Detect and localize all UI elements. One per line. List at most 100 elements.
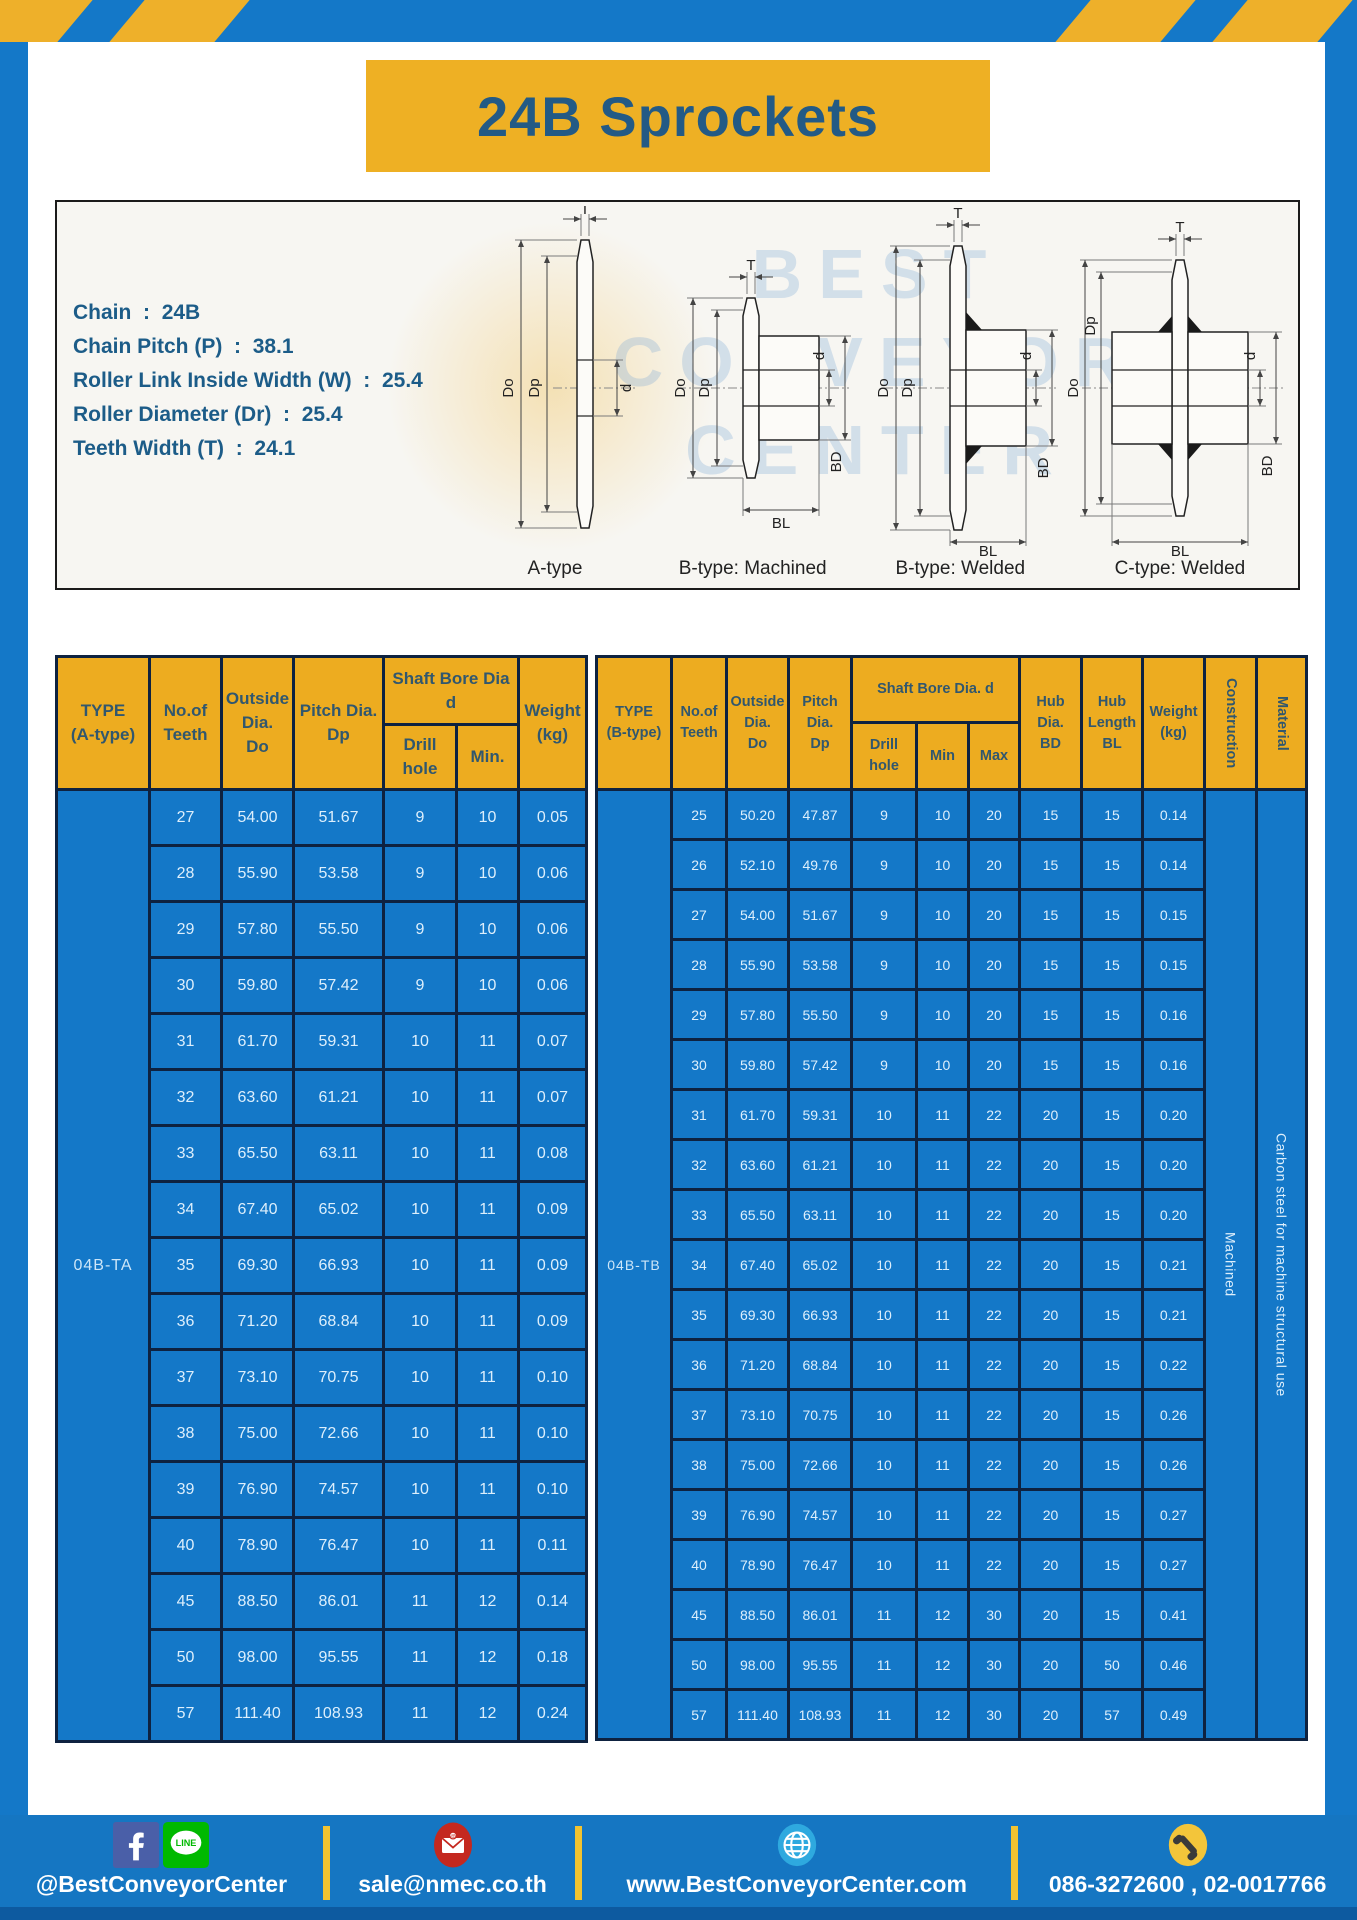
- cell: 30: [966, 1588, 1022, 1641]
- col-header-weight: Weight (kg): [1141, 655, 1207, 791]
- cell: 40: [670, 1538, 728, 1591]
- cell: 0.14: [1141, 788, 1207, 841]
- table-row: 50 98.00 95.55 11 12 30 20 50 0.46: [597, 1638, 1307, 1691]
- cell: 30: [148, 956, 223, 1015]
- cell: 67.40: [725, 1238, 790, 1291]
- footer-contact-bar: LINE @BestConveyorCenter @ sale@nmec.co.…: [0, 1815, 1357, 1920]
- cell: 11: [915, 1088, 970, 1141]
- cell: 72.66: [292, 1404, 385, 1463]
- sprocket-drawing-b-machined: Do Dp d BD: [672, 257, 851, 532]
- table-b-header: TYPE (B-type) No.of Teeth Outside Dia. D…: [595, 655, 1309, 791]
- footer-social: LINE @BestConveyorCenter: [0, 1815, 323, 1920]
- diagram-caption: C-type: Welded: [1114, 558, 1246, 579]
- cell: 111.40: [220, 1684, 295, 1743]
- cell: 20: [1018, 1438, 1084, 1491]
- cell: 10: [850, 1438, 918, 1491]
- cell: 95.55: [292, 1628, 385, 1687]
- cell: 12: [915, 1688, 970, 1741]
- cell: 11: [455, 1236, 520, 1295]
- cell: 10: [850, 1138, 918, 1191]
- cell: 61.21: [292, 1068, 385, 1127]
- cell: 63.60: [725, 1138, 790, 1191]
- cell: 20: [1018, 1288, 1084, 1341]
- cell: 50: [148, 1628, 223, 1687]
- cell: 0.22: [1141, 1338, 1207, 1391]
- table-row: 35 69.30 66.93 10 11 22 20 15 0.21: [597, 1288, 1307, 1341]
- cell: 0.09: [517, 1236, 588, 1295]
- cell: 57: [148, 1684, 223, 1743]
- email-icon: @: [433, 1822, 472, 1868]
- col-header-teeth: No.of Teeth: [670, 655, 728, 791]
- globe-icon-wrap: [774, 1821, 820, 1869]
- cell: 20: [1018, 1488, 1084, 1541]
- cell: 12: [455, 1684, 520, 1743]
- cell: 72.66: [787, 1438, 853, 1491]
- cell: 11: [915, 1388, 970, 1441]
- cell: 15: [1018, 938, 1084, 991]
- cell: 20: [1018, 1688, 1084, 1741]
- cell: 0.07: [517, 1068, 588, 1127]
- watermark-glow: [387, 222, 717, 552]
- cell: 0.14: [517, 1572, 588, 1631]
- footer-bottom-strip: [0, 1907, 1357, 1920]
- svg-text:Do: Do: [500, 378, 517, 397]
- cell: 49.76: [787, 838, 853, 891]
- cell: 45: [148, 1572, 223, 1631]
- cell: 74.57: [787, 1488, 853, 1541]
- svg-text:Dp: Dp: [899, 378, 916, 397]
- cell: 0.14: [1141, 838, 1207, 891]
- sprocket-drawing-c-welded: Do Dp d BD: [1068, 219, 1286, 558]
- cell: 10: [915, 988, 970, 1041]
- cell: 15: [1018, 888, 1084, 941]
- cell: 32: [148, 1068, 223, 1127]
- cell: 12: [915, 1638, 970, 1691]
- table-row: 57 111.40 108.93 11 12 30 20 57 0.49: [597, 1688, 1307, 1741]
- cell: 0.06: [517, 844, 588, 903]
- col-header-weight: Weight (kg): [517, 655, 588, 791]
- cell: 98.00: [725, 1638, 790, 1691]
- cell: 0.07: [517, 1012, 588, 1071]
- cell: 50: [670, 1638, 728, 1691]
- cell: 11: [915, 1138, 970, 1191]
- cell: 30: [670, 1038, 728, 1091]
- col-header-drill-hole: Drill hole: [382, 723, 458, 791]
- cell: 9: [850, 888, 918, 941]
- cell: 35: [670, 1288, 728, 1341]
- facebook-icon: [113, 1822, 160, 1868]
- cell: 10: [850, 1338, 918, 1391]
- cell: 0.08: [517, 1124, 588, 1183]
- cell: 15: [1080, 1188, 1145, 1241]
- svg-text:T: T: [746, 257, 755, 274]
- cell: 54.00: [220, 788, 295, 847]
- cell: 20: [1018, 1088, 1084, 1141]
- footer-phone: 086-3272600 , 02-0017766: [1018, 1815, 1357, 1920]
- cell: 0.49: [1141, 1688, 1207, 1741]
- cell: 0.21: [1141, 1288, 1207, 1341]
- diagram-caption: A-type: [527, 558, 583, 579]
- cell: 73.10: [220, 1348, 295, 1407]
- cell: 71.20: [220, 1292, 295, 1351]
- cell: 76.47: [787, 1538, 853, 1591]
- table-row: 04B-TA 27 54.00 51.67 9 10 0.05: [55, 788, 588, 1743]
- cell: 11: [915, 1238, 970, 1291]
- diagram-a-type: Do Dp d T A-t: [465, 206, 645, 586]
- social-icons: LINE: [113, 1821, 210, 1869]
- cell: 38: [148, 1404, 223, 1463]
- cell: 40: [148, 1516, 223, 1575]
- cell: 10: [850, 1288, 918, 1341]
- cell: 59.31: [292, 1012, 385, 1071]
- stripe: [109, 0, 250, 42]
- chain-specs: Chain : 24B Chain Pitch (P) : 38.1 Rolle…: [73, 296, 423, 466]
- cell: 9: [850, 838, 918, 891]
- spec-line: Roller Diameter (Dr) : 25.4: [73, 403, 343, 426]
- cell: 59.31: [787, 1088, 853, 1141]
- cell: 11: [382, 1684, 458, 1743]
- col-header-type: TYPE (B-type): [595, 655, 673, 791]
- cell: 51.67: [292, 788, 385, 847]
- cell: 70.75: [292, 1348, 385, 1407]
- svg-text:BL: BL: [1171, 543, 1189, 558]
- diagram-caption: B-type: Machined: [678, 558, 827, 579]
- svg-text:Do: Do: [1068, 378, 1082, 397]
- cell: 9: [382, 788, 458, 847]
- table-row: 34 67.40 65.02 10 11 22 20 15 0.21: [597, 1238, 1307, 1291]
